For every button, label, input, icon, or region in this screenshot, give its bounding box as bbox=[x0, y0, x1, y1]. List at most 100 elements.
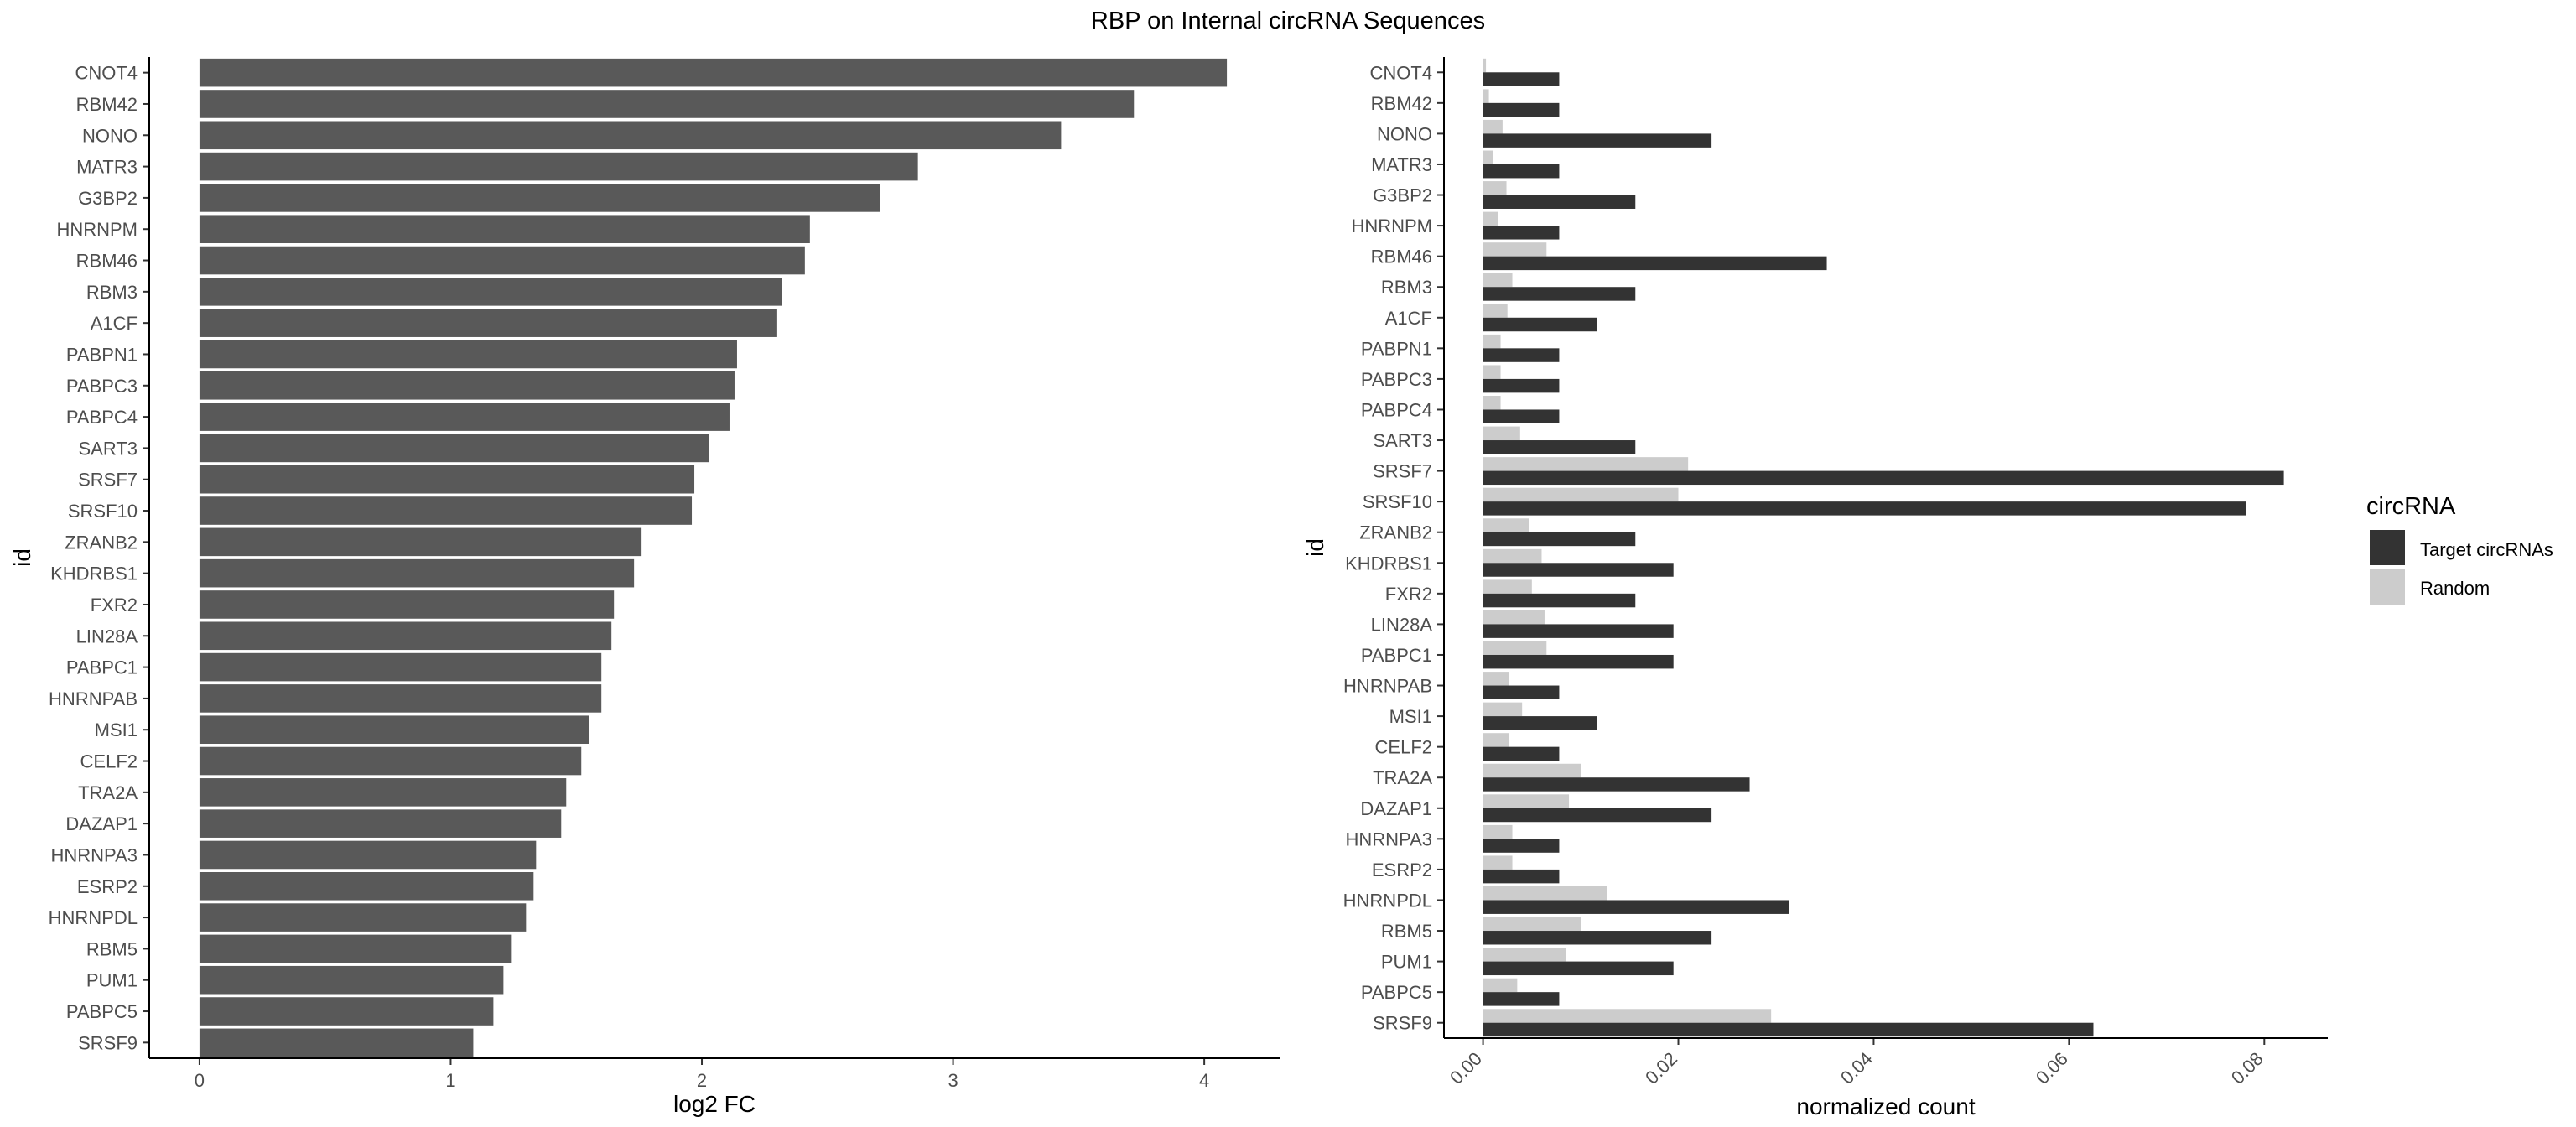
y-tick-label-srsf9: SRSF9 bbox=[78, 1032, 138, 1053]
y-tick-label-srsf9: SRSF9 bbox=[1373, 1013, 1432, 1034]
bar-target-khdrbs1 bbox=[1483, 563, 1674, 577]
y-tick-label-pabpn1: PABPN1 bbox=[1361, 338, 1432, 359]
y-tick-label-pabpc4: PABPC4 bbox=[66, 407, 138, 428]
bar-target-rbm46 bbox=[1483, 256, 1827, 271]
bar-target-zranb2 bbox=[1483, 532, 1636, 547]
bar-target-pabpc5 bbox=[1483, 992, 1560, 1006]
bar-hnrnpdl bbox=[199, 903, 527, 932]
y-tick-label-hnrnpab: HNRNPAB bbox=[49, 688, 138, 709]
x-tick-label-3: 3 bbox=[948, 1070, 958, 1091]
y-tick-label-pabpc5: PABPC5 bbox=[66, 1001, 138, 1022]
bar-target-pabpc4 bbox=[1483, 409, 1560, 423]
bar-khdrbs1 bbox=[199, 558, 635, 588]
bar-target-hnrnpdl bbox=[1483, 900, 1789, 914]
bar-target-pabpn1 bbox=[1483, 348, 1560, 362]
log2fc-y-tick-labels: CNOT4 RBM42 NONO MATR3 G3BP2 HNRNPM RBM46 RBM3 A… bbox=[49, 63, 149, 1053]
bar-celf2 bbox=[199, 746, 582, 776]
y-tick-label-srsf7: SRSF7 bbox=[78, 470, 138, 491]
y-tick-label-pabpc1: PABPC1 bbox=[1361, 645, 1432, 666]
x-tick-label-0-06: 0.06 bbox=[2032, 1048, 2072, 1088]
y-tick-label-srsf7: SRSF7 bbox=[1373, 461, 1432, 482]
bar-srsf7 bbox=[199, 465, 695, 494]
bar-pum1 bbox=[199, 965, 504, 995]
normalized-count-x-ticks: 0.00 0.02 0.04 0.06 0.08 bbox=[1446, 1038, 2267, 1088]
legend-key-target-circrnas bbox=[2370, 530, 2405, 565]
x-tick-label-0-00: 0.00 bbox=[1446, 1048, 1486, 1088]
bar-random-rbm3 bbox=[1483, 273, 1513, 288]
bar-random-tra2a bbox=[1483, 763, 1581, 778]
bar-target-pum1 bbox=[1483, 961, 1674, 976]
bar-random-srsf9 bbox=[1483, 1009, 1772, 1023]
bar-random-matr3 bbox=[1483, 150, 1493, 164]
bar-random-pabpc1 bbox=[1483, 641, 1547, 655]
bar-target-sart3 bbox=[1483, 440, 1636, 454]
bar-dazap1 bbox=[199, 809, 562, 838]
y-tick-label-pabpn1: PABPN1 bbox=[66, 344, 138, 365]
y-tick-label-celf2: CELF2 bbox=[1375, 737, 1432, 758]
y-tick-label-esrp2: ESRP2 bbox=[77, 876, 138, 897]
y-tick-label-nono: NONO bbox=[1377, 123, 1432, 144]
x-tick-label-0-08: 0.08 bbox=[2227, 1048, 2267, 1088]
y-tick-label-srsf10: SRSF10 bbox=[68, 501, 138, 522]
y-tick-label-lin28a: LIN28A bbox=[76, 626, 138, 647]
bar-random-celf2 bbox=[1483, 733, 1510, 747]
bar-random-cnot4 bbox=[1483, 58, 1487, 73]
y-tick-label-zranb2: ZRANB2 bbox=[65, 532, 138, 553]
bar-zranb2 bbox=[199, 527, 642, 557]
legend-key-random bbox=[2370, 569, 2405, 605]
y-tick-label-rbm42: RBM42 bbox=[76, 94, 138, 115]
y-tick-label-khdrbs1: KHDRBS1 bbox=[1345, 553, 1432, 574]
y-tick-label-msi1: MSI1 bbox=[95, 719, 138, 740]
y-tick-label-g3bp2: G3BP2 bbox=[78, 188, 138, 209]
bar-random-hnrnpab bbox=[1483, 672, 1510, 686]
bar-random-dazap1 bbox=[1483, 794, 1570, 808]
bar-random-a1cf bbox=[1483, 304, 1508, 318]
y-tick-label-matr3: MATR3 bbox=[76, 157, 138, 178]
bar-random-hnrnpm bbox=[1483, 211, 1498, 226]
legend-label-random: Random bbox=[2420, 578, 2490, 599]
bar-pabpc1 bbox=[199, 652, 602, 682]
bar-target-nono bbox=[1483, 133, 1712, 148]
bar-random-pabpc3 bbox=[1483, 365, 1501, 379]
y-tick-label-hnrnpa3: HNRNPA3 bbox=[50, 844, 138, 865]
bar-srsf9 bbox=[199, 1028, 474, 1057]
y-tick-label-hnrnpdl: HNRNPDL bbox=[49, 907, 138, 928]
y-tick-label-nono: NONO bbox=[82, 125, 138, 146]
y-tick-label-sart3: SART3 bbox=[1373, 430, 1432, 451]
y-tick-label-fxr2: FXR2 bbox=[1385, 584, 1432, 605]
bar-lin28a bbox=[199, 621, 612, 651]
y-tick-label-khdrbs1: KHDRBS1 bbox=[50, 564, 138, 584]
y-tick-label-pum1: PUM1 bbox=[86, 970, 138, 991]
y-tick-label-srsf10: SRSF10 bbox=[1363, 491, 1432, 512]
y-tick-label-hnrnpdl: HNRNPDL bbox=[1343, 890, 1432, 911]
y-tick-label-tra2a: TRA2A bbox=[1373, 767, 1432, 788]
bar-target-cnot4 bbox=[1483, 72, 1560, 86]
bar-target-pabpc1 bbox=[1483, 654, 1674, 669]
bar-target-srsf9 bbox=[1483, 1022, 2094, 1037]
bar-target-msi1 bbox=[1483, 716, 1597, 730]
y-tick-label-dazap1: DAZAP1 bbox=[1360, 798, 1432, 819]
y-tick-label-sart3: SART3 bbox=[78, 438, 138, 459]
bar-rbm5 bbox=[199, 934, 512, 963]
x-tick-label-0-02: 0.02 bbox=[1641, 1048, 1681, 1088]
bar-target-dazap1 bbox=[1483, 808, 1712, 823]
bar-random-pabpc4 bbox=[1483, 396, 1501, 410]
y-tick-label-rbm3: RBM3 bbox=[86, 282, 138, 303]
bar-random-g3bp2 bbox=[1483, 181, 1507, 195]
bar-hnrnpab bbox=[199, 684, 602, 713]
bar-random-srsf7 bbox=[1483, 457, 1689, 471]
normalized-count-x-axis-title: normalized count bbox=[1796, 1093, 1975, 1119]
x-tick-label-0-04: 0.04 bbox=[1836, 1048, 1877, 1088]
y-tick-label-celf2: CELF2 bbox=[80, 751, 138, 772]
y-tick-label-a1cf: A1CF bbox=[1385, 308, 1432, 329]
bar-tra2a bbox=[199, 778, 567, 807]
bar-random-pabpn1 bbox=[1483, 334, 1501, 349]
bar-pabpc5 bbox=[199, 997, 494, 1026]
y-tick-label-rbm42: RBM42 bbox=[1371, 93, 1432, 114]
bar-cnot4 bbox=[199, 58, 1228, 87]
bar-random-nono bbox=[1483, 119, 1503, 134]
y-tick-label-msi1: MSI1 bbox=[1389, 706, 1432, 727]
y-tick-label-matr3: MATR3 bbox=[1371, 154, 1432, 175]
y-tick-label-rbm46: RBM46 bbox=[1371, 247, 1432, 267]
bar-rbm42 bbox=[199, 90, 1135, 118]
